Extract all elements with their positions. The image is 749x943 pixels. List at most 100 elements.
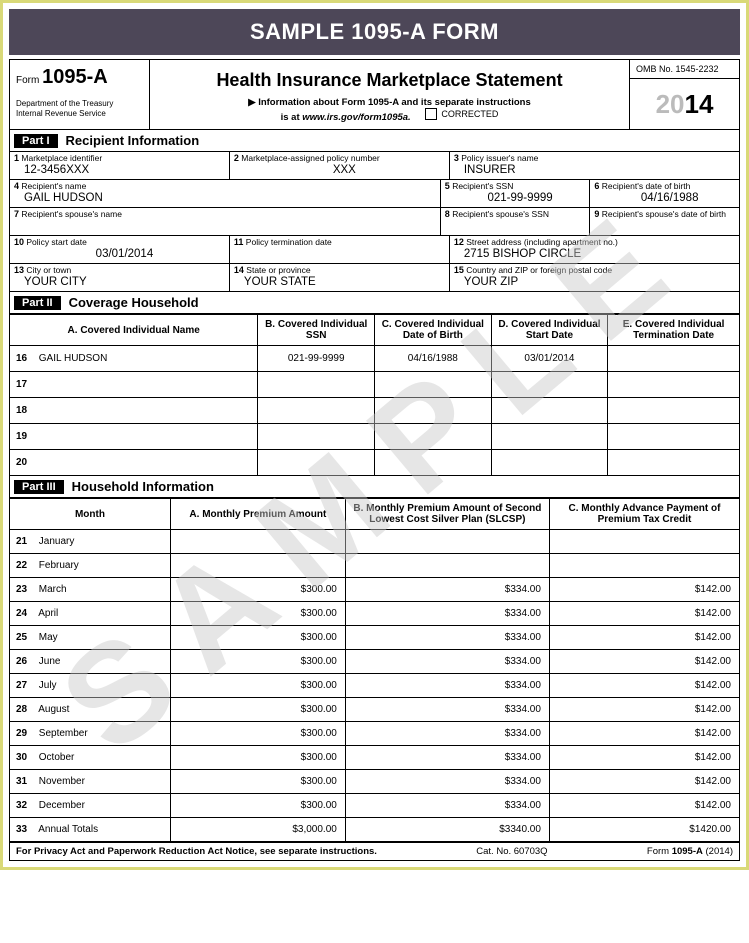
p3-amt-c: $142.00 [549,698,739,722]
f14-num: 14 [234,265,244,275]
f12-num: 12 [454,237,464,247]
p2-start [491,450,608,476]
p2-ssn [258,398,375,424]
coverage-row: 20 [10,450,739,476]
p3-month: 29 September [10,722,170,746]
p3-amt-b: $334.00 [345,770,549,794]
p3-month: 24 April [10,602,170,626]
form-title-block: Health Insurance Marketplace Statement ▶… [150,60,629,129]
p2-name: 18 [10,398,258,424]
corrected-checkbox[interactable] [425,108,437,120]
f7-label: Recipient's spouse's name [21,209,122,219]
p3-amt-b: $3340.00 [345,818,549,842]
part1-row4: 10 Policy start date03/01/2014 11 Policy… [10,236,739,264]
p3-col-m: Month [10,499,170,530]
p3-month: 26 June [10,650,170,674]
p3-amt-b [345,554,549,578]
omb-number: OMB No. 1545-2232 [630,60,739,79]
part1-title: Recipient Information [66,133,200,148]
coverage-row: 16 GAIL HUDSON021-99-999904/16/198803/01… [10,346,739,372]
p3-amt-b: $334.00 [345,602,549,626]
info-url: www.irs.gov/form1095a. [302,112,410,123]
dept-line2: Internal Revenue Service [16,109,143,119]
p2-dob: 04/16/1988 [375,346,492,372]
f8-label: Recipient's spouse's SSN [452,209,549,219]
p2-start [491,398,608,424]
footer-right: Form 1095-A (2014) [647,846,733,857]
p2-col-b: B. Covered Individual SSN [258,315,375,346]
form-1095a: SAMPLE Form 1095-A Department of the Tre… [9,59,740,861]
f15-value: YOUR ZIP [454,275,735,288]
p3-col-a: A. Monthly Premium Amount [170,499,345,530]
p3-amt-c: $1420.00 [549,818,739,842]
year-suffix: 14 [685,89,714,120]
f8-num: 8 [445,209,450,219]
f11-value [234,247,445,248]
p3-month: 32 December [10,794,170,818]
coverage-table: A. Covered Individual Name B. Covered In… [10,314,739,476]
part1-row1: 1 Marketplace identifier12-3456XXX 2 Mar… [10,152,739,180]
f12-value: 2715 BISHOP CIRCLE [454,247,735,260]
household-row: 27 July$300.00$334.00$142.00 [10,674,739,698]
p3-month: 31 November [10,770,170,794]
f14-value: YOUR STATE [234,275,445,288]
coverage-row: 17 [10,372,739,398]
f6-num: 6 [594,181,599,191]
f3-label: Policy issuer's name [461,153,538,163]
footer-mid: Cat. No. 60703Q [476,846,547,857]
coverage-row: 18 [10,398,739,424]
p3-amt-b: $334.00 [345,626,549,650]
p2-ssn [258,450,375,476]
p3-month: 33 Annual Totals [10,818,170,842]
f10-num: 10 [14,237,24,247]
p3-amt-c: $142.00 [549,650,739,674]
p2-start [491,372,608,398]
part3-title: Household Information [72,479,214,494]
f12-label: Street address (including apartment no.) [466,237,618,247]
p3-amt-b: $334.00 [345,746,549,770]
p2-name: 16 GAIL HUDSON [10,346,258,372]
p3-amt-a: $300.00 [170,794,345,818]
f11-num: 11 [234,237,244,247]
form-header: Form 1095-A Department of the Treasury I… [10,60,739,130]
p2-name: 17 [10,372,258,398]
f9-label: Recipient's spouse's date of birth [602,209,726,219]
p2-ssn: 021-99-9999 [258,346,375,372]
p2-term [608,424,739,450]
p2-dob [375,372,492,398]
f13-label: City or town [26,265,71,275]
part1-row5: 13 City or townYOUR CITY 14 State or pro… [10,264,739,292]
household-row: 28 August$300.00$334.00$142.00 [10,698,739,722]
p2-start: 03/01/2014 [491,346,608,372]
footer-form-year: (2014) [706,846,733,857]
household-row: 33 Annual Totals$3,000.00$3340.00$1420.0… [10,818,739,842]
info-line2: is at [281,112,300,123]
dept-line1: Department of the Treasury [16,99,143,109]
p3-month: 25 May [10,626,170,650]
p3-amt-b: $334.00 [345,578,549,602]
form-id-block: Form 1095-A Department of the Treasury I… [10,60,150,129]
p3-month: 22 February [10,554,170,578]
household-row: 31 November$300.00$334.00$142.00 [10,770,739,794]
f4-label: Recipient's name [21,181,86,191]
p3-amt-a: $3,000.00 [170,818,345,842]
f1-value: 12-3456XXX [14,163,225,176]
part1-row3: 7 Recipient's spouse's name 8 Recipient'… [10,208,739,236]
household-row: 32 December$300.00$334.00$142.00 [10,794,739,818]
p2-col-a: A. Covered Individual Name [10,315,258,346]
p2-term [608,450,739,476]
p2-term [608,346,739,372]
p3-month: 28 August [10,698,170,722]
f10-label: Policy start date [26,237,86,247]
tax-year: 2014 [630,79,739,129]
p2-dob [375,398,492,424]
f5-value: 021-99-9999 [445,191,586,204]
f9-num: 9 [594,209,599,219]
form-number: 1095-A [42,66,108,88]
f6-value: 04/16/1988 [594,191,735,204]
part2-header: Part II Coverage Household [10,292,739,314]
p2-name: 19 [10,424,258,450]
f14-label: State or province [246,265,310,275]
form-footer: For Privacy Act and Paperwork Reduction … [10,842,739,860]
p3-amt-b: $334.00 [345,698,549,722]
